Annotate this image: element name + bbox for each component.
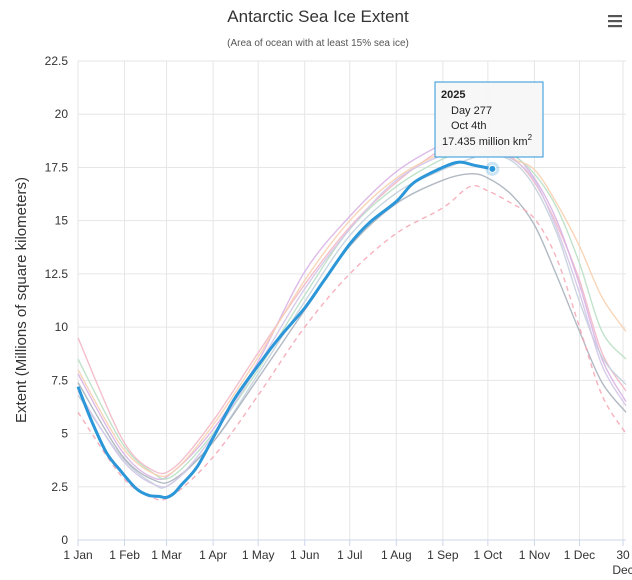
y-tick-label: 15 [55, 214, 69, 228]
y-tick-label: 0 [61, 533, 68, 547]
x-tick-label: 1 Mar [151, 548, 182, 562]
y-tick-label: 10 [55, 320, 69, 334]
y-tick-label: 7.5 [51, 373, 68, 387]
x-tick-label: 1 Apr [199, 548, 227, 562]
axis-ticks: 0 2.5 5 7.5 10 12.5 15 17.5 20 22.5 1 Jan 1 Feb 1 Ma… [45, 54, 632, 577]
y-tick-label: 20 [55, 107, 69, 121]
series-line-past-year-d [77, 153, 627, 489]
x-tick-label: 1 Jan [63, 548, 92, 562]
tooltip-value: 17.435 million km2 [442, 133, 533, 148]
tooltip-day: Day 277 [451, 105, 492, 117]
series-line-past-year-h [77, 145, 627, 488]
y-axis-title: Extent (Millions of square kilometers) [13, 177, 30, 423]
y-tick-label: 12.5 [45, 267, 69, 281]
x-tick-label: 1 Oct [474, 548, 503, 562]
x-tick-label: 1 Sep [427, 548, 459, 562]
x-tick-label: 1 Jun [290, 548, 319, 562]
chart-subtitle: (Area of ocean with at least 15% sea ice… [227, 38, 409, 49]
y-tick-label: 17.5 [45, 160, 69, 174]
x-tick-label: 1 Nov [519, 548, 550, 562]
y-tick-label: 5 [61, 427, 68, 441]
hover-point[interactable] [488, 164, 497, 173]
x-tick-label: 1 May [242, 548, 275, 562]
y-tick-label: 22.5 [45, 54, 69, 68]
chart-title: Antarctic Sea Ice Extent [227, 7, 409, 26]
x-tick-label: 1 Aug [381, 548, 412, 562]
tooltip-box [434, 81, 544, 158]
series-line-past-year-e [77, 173, 627, 484]
x-tick-label: 1 Feb [109, 548, 140, 562]
series-line-past-year-c [77, 147, 627, 480]
x-tick-label: 1 Jul [337, 548, 362, 562]
y-tick-label: 2.5 [51, 480, 68, 494]
x-tick-label: 1 Dec [564, 548, 595, 562]
tooltip-date: Oct 4th [451, 120, 486, 132]
series-line-2025[interactable] [76, 160, 493, 500]
series-line-past-year-g [77, 142, 627, 478]
x-tick-label: 30 Dec [612, 548, 632, 577]
series-line-past-year-a [77, 136, 627, 475]
tooltip-title: 2025 [441, 89, 465, 101]
hamburger-menu-icon[interactable] [606, 14, 622, 28]
series-lines [76, 134, 627, 501]
